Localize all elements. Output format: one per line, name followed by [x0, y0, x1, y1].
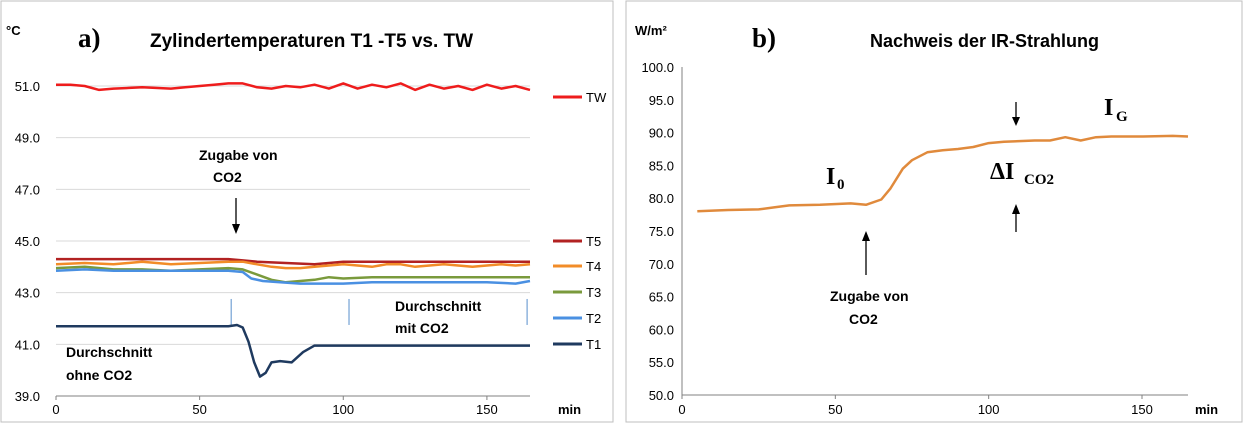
panel-b-title: Nachweis der IR-Strahlung	[870, 31, 1099, 51]
panel-b-border	[625, 0, 1243, 423]
panel-a-mit-text-2: mit CO2	[395, 320, 449, 336]
panel-a-series-t5	[56, 257, 530, 266]
panel-b-x-tick-label: 150	[1131, 402, 1153, 417]
panel-b-y-tick-label: 90.0	[649, 126, 674, 141]
panel-b-y-tick-label: 75.0	[649, 224, 674, 239]
panel-b-y-tick-label: 85.0	[649, 158, 674, 173]
panel-a-series-t2	[55, 268, 531, 285]
panel-a-series-t4	[55, 260, 531, 270]
panel-b-i0-label: I 0	[826, 164, 845, 193]
panel-a-title: Zylindertemperaturen T1 -T5 vs. TW	[150, 31, 473, 52]
panel-a-plot: 39.0 41.0 43.0 45.0 47.0 49.0 51.0 0 50 100 150 TW T…	[15, 79, 607, 417]
panel-a-zugabe-arrow	[232, 198, 240, 234]
panel-b-label: b)	[752, 23, 776, 53]
panel-a-zugabe-text-1: Zugabe von	[199, 147, 278, 163]
panel-a-series-tw	[56, 82, 531, 92]
panel-a-ohne-text-2: ohne CO2	[66, 367, 132, 383]
panel-b-dico2-label: ΔI CO2	[990, 159, 1054, 188]
panel-b-zugabe-arrow	[862, 231, 870, 275]
panel-b-dico2-main: ΔI	[990, 159, 1014, 185]
panel-b-ig-label: I G	[1104, 95, 1128, 125]
panel-a-legend-label-t5: T5	[586, 234, 601, 249]
panel-b-x-tick-label: 100	[978, 402, 1000, 417]
panel-b-x-tick-label: 0	[678, 402, 685, 417]
panel-b-ig-main: I	[1104, 95, 1113, 121]
panel-b-i0-sub: 0	[837, 177, 845, 193]
panel-a-legend-label-t4: T4	[586, 259, 601, 274]
panel-a-ylabel: °C	[6, 23, 21, 38]
panel-a-legend-label-t2: T2	[586, 311, 601, 326]
panel-a-x-tick-label: 150	[476, 402, 498, 417]
panel-a-xlabel: min	[558, 402, 581, 417]
panel-a-y-tick-label: 47.0	[15, 182, 40, 197]
panel-b-x-tick-label: 50	[828, 402, 842, 417]
panel-a-x-tick-label: 100	[332, 402, 354, 417]
panel-a-label: a)	[78, 23, 101, 53]
panel-a-y-tick-label: 51.0	[15, 79, 40, 94]
panel-b-y-tick-label: 95.0	[649, 93, 674, 108]
panel-a-y-tick-label: 41.0	[15, 337, 40, 352]
panel-b-y-tick-label: 70.0	[649, 257, 674, 272]
panel-a-zugabe-text-2: CO2	[213, 169, 242, 185]
panel-b-y-tick-label: 100.0	[641, 60, 674, 75]
panel-a-y-tick-label: 49.0	[15, 131, 40, 146]
panel-b-plot: 50.0 55.0 60.0 65.0 70.0 75.0 80.0 85.0 90.0 95.0…	[641, 60, 1189, 417]
panel-b-xlabel: min	[1195, 402, 1218, 417]
panel-b-ylabel: W/m²	[635, 23, 667, 38]
panel-a-border	[0, 0, 614, 423]
panel-a-legend-label-t3: T3	[586, 285, 601, 300]
panel-b-dico2-sub: CO2	[1024, 172, 1054, 188]
panel-b-zugabe-text-1: Zugabe von	[830, 288, 909, 304]
panel-b-i0-main: I	[826, 164, 835, 190]
panel-a-legend-label-t1: T1	[586, 337, 601, 352]
panel-b-y-tick-label: 50.0	[649, 388, 674, 403]
panel-b-series-line	[697, 134, 1189, 213]
panel-b-zugabe-text-2: CO2	[849, 311, 878, 327]
panel-b-y-tick-label: 60.0	[649, 322, 674, 337]
panel-b-delta-arrow-top	[1012, 102, 1020, 126]
panel-b-y-tick-label: 55.0	[649, 355, 674, 370]
panel-a-series-t1	[56, 323, 530, 378]
panel-a-y-tick-label: 43.0	[15, 286, 40, 301]
panel-a-legend-label-tw: TW	[586, 90, 607, 105]
panel-a-ohne-text-1: Durchschnitt	[66, 344, 153, 360]
panel-a-x-tick-label: 50	[192, 402, 206, 417]
panel-a-mit-text-1: Durchschnitt	[395, 298, 482, 314]
panel-b-y-tick-label: 80.0	[649, 191, 674, 206]
panel-a-x-tick-label: 0	[52, 402, 59, 417]
panel-b-y-tick-label: 65.0	[649, 290, 674, 305]
panel-b-delta-arrow-bottom	[1012, 204, 1020, 232]
panel-a-y-tick-label: 39.0	[15, 389, 40, 404]
panel-b-ig-sub: G	[1116, 109, 1128, 125]
panel-a-y-tick-label: 45.0	[15, 234, 40, 249]
